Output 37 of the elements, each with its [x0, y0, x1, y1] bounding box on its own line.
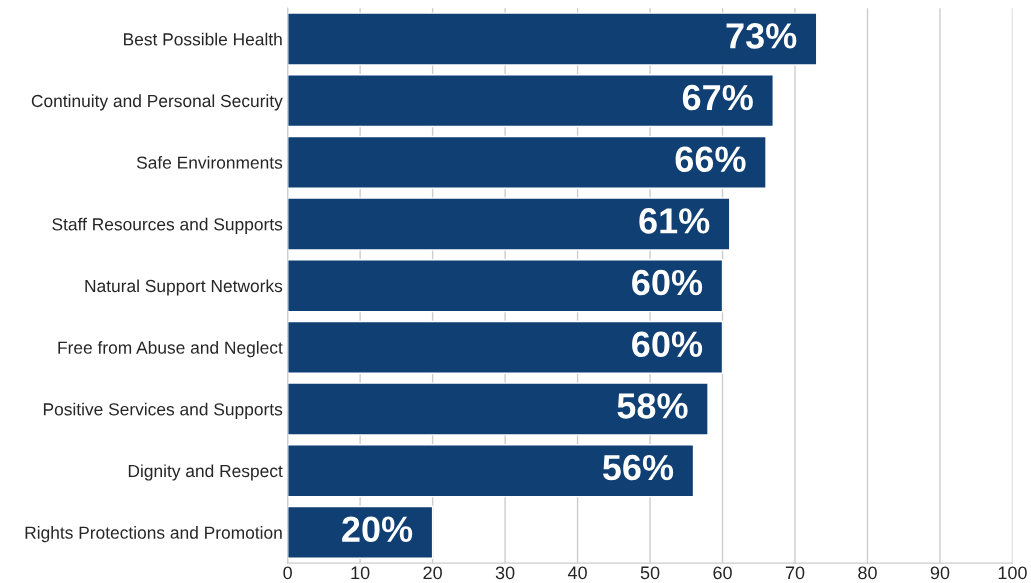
- data-label: 58%: [617, 393, 688, 419]
- x-tick-label: 40: [567, 566, 587, 580]
- y-tick-label: Positive Services and Supports: [43, 402, 283, 419]
- x-tick-label: 70: [785, 566, 805, 580]
- bar: [287, 197, 731, 251]
- x-tick-label: 80: [858, 566, 877, 580]
- data-label: 66%: [675, 146, 746, 173]
- y-tick-label: Free from Abuse and Neglect: [58, 341, 283, 358]
- data-label: 61%: [639, 208, 710, 234]
- data-label: 20%: [342, 516, 413, 543]
- x-tick-label: 20: [423, 566, 442, 580]
- data-label: 73%: [726, 23, 797, 49]
- bar: [287, 74, 774, 128]
- y-tick-label: Best Possible Health: [124, 32, 282, 46]
- data-label: 60%: [632, 331, 703, 358]
- y-tick-label: Staff Resources and Supports: [52, 217, 283, 234]
- y-tick-label: Dignity and Respect: [128, 464, 283, 481]
- x-tick-label: 100: [998, 566, 1027, 580]
- bar: [287, 259, 724, 313]
- data-label: 56%: [602, 454, 674, 481]
- y-tick-label: Safe Environments: [136, 156, 283, 169]
- bar: [287, 444, 695, 498]
- x-tick-label: 30: [495, 566, 515, 580]
- y-tick-label: Rights Protections and Promotion: [25, 526, 282, 543]
- y-tick-label: Natural Support Networks: [85, 279, 283, 296]
- x-tick-label: 90: [930, 566, 950, 580]
- bar: [287, 320, 724, 374]
- x-tick-label: 60: [713, 566, 732, 580]
- x-tick-label: 50: [640, 566, 660, 580]
- x-tick-label: 0: [283, 566, 292, 580]
- x-tick-label: 10: [351, 566, 370, 580]
- bar: [287, 135, 767, 189]
- data-label: 67%: [682, 84, 753, 111]
- y-tick-label: Continuity and Personal Security: [31, 94, 283, 111]
- bar: [287, 12, 818, 66]
- data-label: 60%: [632, 269, 703, 296]
- bar: [287, 382, 709, 436]
